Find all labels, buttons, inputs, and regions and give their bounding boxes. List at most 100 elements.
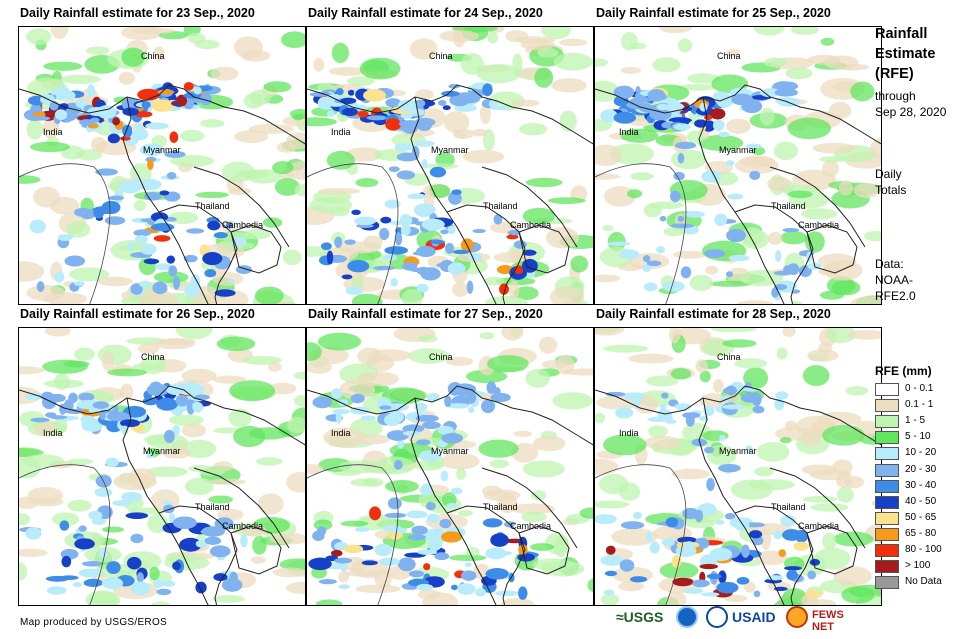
panel-title: Daily Rainfall estimate for 25 Sep., 202… xyxy=(596,6,831,20)
rain-cell xyxy=(670,149,707,170)
rain-cell xyxy=(354,434,390,445)
heavy-rain-cell xyxy=(152,281,168,295)
country-border xyxy=(410,96,497,304)
rain-cell xyxy=(323,427,367,448)
country-label-thailand: Thailand xyxy=(195,502,230,512)
heavy-rain-cell xyxy=(379,405,392,410)
heavy-rain-cell xyxy=(64,255,86,267)
heavy-rain-cell xyxy=(701,592,720,597)
rain-cell xyxy=(29,141,71,153)
rain-cell xyxy=(820,37,835,46)
heavy-rain-cell xyxy=(156,397,178,411)
heavy-rain-cell xyxy=(784,566,802,571)
rain-cell xyxy=(671,468,711,480)
rainfall-field xyxy=(307,328,593,605)
daily-line: Daily xyxy=(875,167,902,181)
rainfall-map[interactable]: China India Myanmar Thailand Cambodia xyxy=(18,26,306,305)
heavy-rain-cell xyxy=(179,382,203,396)
rain-cell xyxy=(532,435,566,452)
rain-cell xyxy=(500,597,536,605)
rain-cell xyxy=(367,349,412,362)
rain-cell xyxy=(773,141,799,161)
heavy-rain-cell xyxy=(682,106,693,112)
rain-cell xyxy=(620,66,641,74)
rain-cell xyxy=(807,349,839,362)
rain-cell xyxy=(374,569,392,589)
heavy-rain-cell xyxy=(670,223,694,229)
rain-cell xyxy=(211,595,246,603)
heavy-rain-cell xyxy=(30,116,51,121)
rain-cell xyxy=(292,113,305,121)
rain-cell xyxy=(465,369,508,384)
rain-cell xyxy=(479,332,495,340)
heavy-rain-cell xyxy=(150,99,175,112)
country-border xyxy=(698,397,785,605)
rain-cell xyxy=(699,370,711,383)
heavy-rain-cell xyxy=(656,103,669,111)
legend-label: 1 - 5 xyxy=(905,415,926,427)
rain-cell xyxy=(829,101,852,120)
rain-cell xyxy=(140,355,167,375)
rain-cell xyxy=(672,250,706,259)
legend-swatch xyxy=(875,544,899,557)
rain-cell xyxy=(756,442,790,462)
heavy-rain-cell xyxy=(699,102,708,112)
rain-cell xyxy=(43,379,85,389)
coastline xyxy=(595,163,687,304)
legend-label: 50 - 65 xyxy=(905,511,937,523)
heavy-rain-cell xyxy=(416,283,429,293)
rain-cell xyxy=(26,28,52,45)
country-border xyxy=(698,96,785,304)
country-label-thailand: Thailand xyxy=(483,201,518,211)
rain-cell xyxy=(508,280,520,300)
rain-cell xyxy=(726,118,751,134)
rain-cell xyxy=(530,543,555,551)
rain-cell xyxy=(669,328,681,344)
legend-label: 30 - 40 xyxy=(905,479,937,491)
heavy-rain-cell xyxy=(657,409,672,420)
rainfall-map[interactable]: China India Myanmar Thailand Cambodia xyxy=(306,26,594,305)
heavy-rain-cell xyxy=(25,392,45,401)
heavy-rain-cell xyxy=(642,263,652,272)
heavy-rain-cell xyxy=(600,109,618,123)
heavy-rain-cell xyxy=(615,407,634,419)
heavy-rain-cell xyxy=(168,513,175,524)
rain-cell xyxy=(343,570,379,577)
rain-cell xyxy=(272,567,305,578)
country-border xyxy=(595,385,881,446)
heavy-rain-cell xyxy=(209,545,231,558)
legend-label: 0 - 0.1 xyxy=(905,383,934,394)
heavy-rain-cell xyxy=(336,88,344,96)
panel-title: Daily Rainfall estimate for 28 Sep., 202… xyxy=(596,307,831,321)
rainfall-map[interactable]: China India Myanmar Thailand Cambodia xyxy=(594,26,882,305)
rain-cell xyxy=(822,425,865,446)
heavy-rain-cell xyxy=(228,278,235,283)
heavy-rain-cell xyxy=(384,246,409,255)
heavy-rain-cell xyxy=(671,554,682,568)
title-line: Estimate xyxy=(875,46,936,62)
rainfall-map[interactable]: China India Myanmar Thailand Cambodia xyxy=(594,327,882,606)
country-label-china: China xyxy=(717,352,741,362)
heavy-rain-cell xyxy=(130,533,144,544)
rain-cell xyxy=(611,527,658,546)
country-label-thailand: Thailand xyxy=(483,502,518,512)
heavy-rain-cell xyxy=(98,548,109,559)
rain-cell xyxy=(541,27,571,40)
rain-cell xyxy=(595,144,623,167)
rainfall-map[interactable]: China India Myanmar Thailand Cambodia xyxy=(18,327,306,606)
rain-cell xyxy=(445,356,474,366)
heavy-rain-cell xyxy=(775,391,789,400)
rain-cell xyxy=(359,57,401,80)
heavy-rain-cell xyxy=(793,541,809,551)
heavy-rain-cell xyxy=(172,516,197,530)
legend-heading: Rainfall Estimate (RFE) xyxy=(875,24,935,84)
country-label-india: India xyxy=(331,127,351,137)
heavy-rain-cell xyxy=(309,91,332,97)
rainfall-map[interactable]: China India Myanmar Thailand Cambodia xyxy=(306,327,594,606)
heavy-rain-cell xyxy=(184,283,200,298)
rainfall-field xyxy=(19,328,305,605)
rain-cell xyxy=(326,150,355,170)
heavy-rain-cell xyxy=(441,432,464,444)
rain-cell xyxy=(107,368,148,377)
heavy-rain-cell xyxy=(595,514,617,525)
